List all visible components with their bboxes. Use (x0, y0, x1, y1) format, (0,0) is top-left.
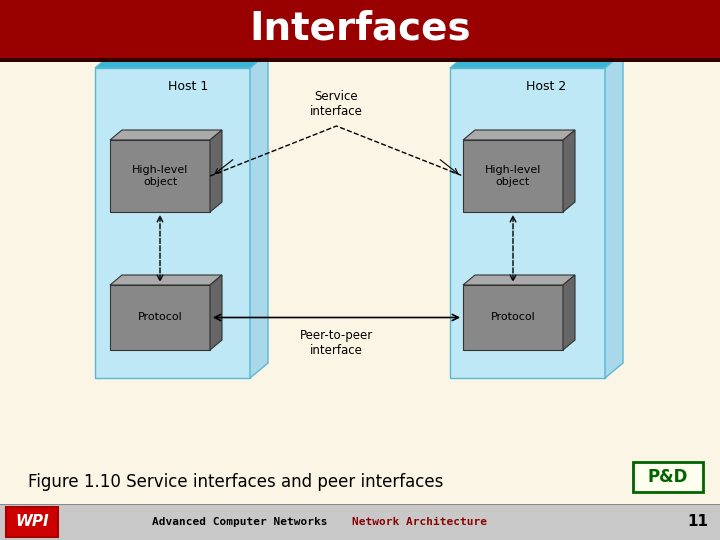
Polygon shape (210, 275, 222, 350)
Bar (463, 285, 563, 350)
Text: Protocol: Protocol (490, 313, 536, 322)
Text: Peer-to-peer
interface: Peer-to-peer interface (300, 329, 373, 357)
Text: Advanced Computer Networks: Advanced Computer Networks (152, 517, 328, 527)
Bar (450, 68, 605, 378)
Text: Network Architecture: Network Architecture (353, 517, 487, 527)
Text: Interfaces: Interfaces (249, 10, 471, 48)
Bar (633, 462, 703, 492)
Bar (463, 140, 563, 212)
Polygon shape (605, 53, 623, 378)
Polygon shape (463, 130, 575, 140)
Polygon shape (450, 53, 623, 68)
Polygon shape (210, 130, 222, 212)
Text: P&D: P&D (648, 468, 688, 486)
Polygon shape (563, 130, 575, 212)
Polygon shape (463, 275, 575, 285)
Polygon shape (563, 275, 575, 350)
Bar (110, 285, 210, 350)
Polygon shape (110, 275, 222, 285)
Bar (95, 68, 250, 378)
Text: Host 2: Host 2 (526, 79, 566, 92)
Bar (110, 140, 210, 212)
Polygon shape (250, 53, 268, 378)
Bar (6, 507, 58, 537)
Polygon shape (95, 53, 268, 68)
Bar (0, 58, 720, 62)
Text: Figure 1.10 Service interfaces and peer interfaces: Figure 1.10 Service interfaces and peer … (28, 473, 444, 491)
Text: Protocol: Protocol (138, 313, 182, 322)
Text: 11: 11 (688, 515, 708, 530)
Text: High-level
object: High-level object (485, 165, 541, 187)
Bar (0, 504, 720, 505)
Polygon shape (110, 130, 222, 140)
Text: Host 1: Host 1 (168, 79, 208, 92)
Text: WPI: WPI (15, 515, 49, 530)
Bar (0, 0, 720, 58)
Text: Service
interface: Service interface (310, 90, 363, 118)
Bar (0, 504, 720, 540)
Text: High-level
object: High-level object (132, 165, 188, 187)
